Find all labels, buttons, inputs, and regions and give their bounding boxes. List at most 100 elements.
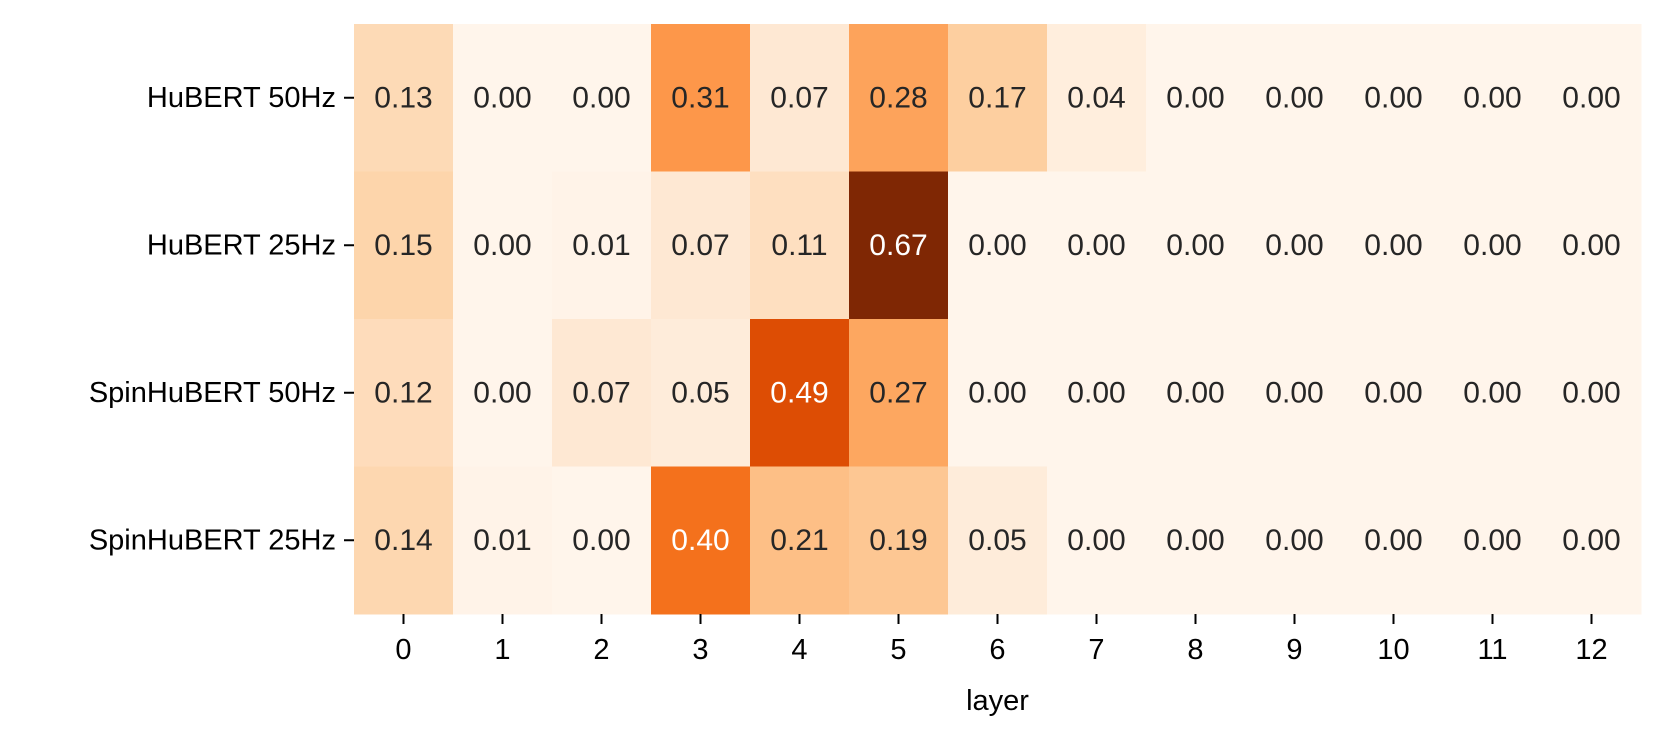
x-tick-label-2: 2: [593, 634, 609, 666]
heatmap-cell-r1-c0: [354, 171, 454, 320]
heatmap-cell-r3-c11: [1443, 466, 1543, 615]
cell-value-label-r0-c8: 0.00: [1166, 81, 1224, 114]
heatmap-cell-r0-c5: [849, 24, 949, 172]
heatmap-cell-r2-c7: [1047, 319, 1147, 467]
cell-value-label-r3-c7: 0.00: [1067, 524, 1125, 557]
heatmap-cell-r3-c5: [849, 466, 949, 615]
x-tick-label-0: 0: [395, 634, 411, 666]
heatmap-cell-r0-c4: [750, 24, 850, 172]
cell-value-label-r3-c4: 0.21: [770, 524, 828, 557]
cell-value-label-r1-c2: 0.01: [572, 229, 630, 262]
cell-value-label-r3-c2: 0.00: [572, 524, 630, 557]
heatmap-cell-r2-c9: [1245, 319, 1345, 467]
x-tick-label-4: 4: [791, 634, 807, 666]
heatmap-cell-r2-c8: [1146, 319, 1246, 467]
cell-value-label-r0-c4: 0.07: [770, 81, 828, 114]
cell-value-label-r2-c7: 0.00: [1067, 376, 1125, 409]
x-tick-label-12: 12: [1575, 634, 1607, 666]
cell-value-label-r0-c2: 0.00: [572, 81, 630, 114]
heatmap-cell-r3-c6: [948, 466, 1048, 615]
heatmap-cell-r1-c1: [453, 171, 553, 320]
heatmap-cell-r2-c6: [948, 319, 1048, 467]
heatmap-cell-r2-c5: [849, 319, 949, 467]
heatmap-cell-r1-c8: [1146, 171, 1246, 320]
y-tick-label-1: HuBERT 25Hz: [147, 229, 336, 261]
heatmap-cell-r2-c3: [651, 319, 751, 467]
cell-value-label-r1-c3: 0.07: [671, 229, 729, 262]
cell-value-label-r0-c6: 0.17: [968, 81, 1026, 114]
heatmap-cell-r3-c1: [453, 466, 553, 615]
cell-value-label-r1-c4: 0.11: [771, 229, 827, 262]
heatmap-cell-r0-c9: [1245, 24, 1345, 172]
cell-value-label-r0-c3: 0.31: [671, 81, 729, 114]
cell-value-label-r3-c10: 0.00: [1364, 524, 1422, 557]
heatmap-cell-r2-c10: [1344, 319, 1444, 467]
cell-value-label-r3-c5: 0.19: [869, 524, 927, 557]
cell-value-label-r2-c0: 0.12: [374, 376, 432, 409]
heatmap-cells: [354, 24, 1642, 615]
heatmap-cell-r1-c6: [948, 171, 1048, 320]
heatmap-cell-r3-c12: [1542, 466, 1642, 615]
cell-value-label-r0-c9: 0.00: [1265, 81, 1323, 114]
x-tick-label-7: 7: [1088, 634, 1104, 666]
x-tick-label-3: 3: [692, 634, 708, 666]
heatmap-cell-r3-c10: [1344, 466, 1444, 615]
heatmap-cell-r0-c8: [1146, 24, 1246, 172]
heatmap-cell-r3-c0: [354, 466, 454, 615]
heatmap-cell-r0-c6: [948, 24, 1048, 172]
x-tick-label-9: 9: [1286, 634, 1302, 666]
cell-value-labels: 0.13 0.00 0.00 0.31 0.07 0.28 0.17 0.04 0.00 0.00…: [374, 81, 1620, 557]
heatmap-cell-r0-c12: [1542, 24, 1642, 172]
heatmap-cell-r1-c11: [1443, 171, 1543, 320]
cell-value-label-r1-c1: 0.00: [473, 229, 531, 262]
cell-value-label-r0-c5: 0.28: [869, 81, 927, 114]
cell-value-label-r2-c8: 0.00: [1166, 376, 1224, 409]
heatmap-cell-r3-c2: [552, 466, 652, 615]
cell-value-label-r3-c6: 0.05: [968, 524, 1026, 557]
heatmap-cell-r1-c12: [1542, 171, 1642, 320]
heatmap-cell-r1-c9: [1245, 171, 1345, 320]
heatmap-cell-r0-c1: [453, 24, 553, 172]
heatmap-cell-r1-c4: [750, 171, 850, 320]
heatmap-cell-r1-c2: [552, 171, 652, 320]
cell-value-label-r2-c3: 0.05: [671, 376, 729, 409]
x-axis: 0 1 2 3 4 5 6 7 8 9 10 11 12: [395, 614, 1608, 666]
cell-value-label-r0-c7: 0.04: [1067, 81, 1125, 114]
cell-value-label-r2-c9: 0.00: [1265, 376, 1323, 409]
x-tick-label-5: 5: [890, 634, 906, 666]
cell-value-label-r1-c7: 0.00: [1067, 229, 1125, 262]
cell-value-label-r2-c10: 0.00: [1364, 376, 1422, 409]
x-axis-label: layer: [966, 685, 1029, 717]
cell-value-label-r2-c2: 0.07: [572, 376, 630, 409]
cell-value-label-r1-c6: 0.00: [968, 229, 1026, 262]
cell-value-label-r3-c3: 0.40: [671, 524, 729, 557]
heatmap-cell-r0-c7: [1047, 24, 1147, 172]
x-tick-label-1: 1: [494, 634, 510, 666]
cell-value-label-r3-c8: 0.00: [1166, 524, 1224, 557]
heatmap-cell-r3-c3: [651, 466, 751, 615]
heatmap-cell-r2-c1: [453, 319, 553, 467]
heatmap-cell-r1-c5: [849, 171, 949, 320]
heatmap-cell-r0-c10: [1344, 24, 1444, 172]
heatmap-cell-r3-c4: [750, 466, 850, 615]
heatmap-cell-r1-c10: [1344, 171, 1444, 320]
cell-value-label-r2-c1: 0.00: [473, 376, 531, 409]
cell-value-label-r1-c12: 0.00: [1562, 229, 1620, 262]
cell-value-label-r2-c12: 0.00: [1562, 376, 1620, 409]
cell-value-label-r0-c0: 0.13: [374, 81, 432, 114]
cell-value-label-r0-c10: 0.00: [1364, 81, 1422, 114]
cell-value-label-r3-c0: 0.14: [374, 524, 432, 557]
heatmap-cell-r3-c8: [1146, 466, 1246, 615]
cell-value-label-r2-c5: 0.27: [869, 376, 927, 409]
cell-value-label-r1-c0: 0.15: [374, 229, 432, 262]
y-axis: HuBERT 50Hz HuBERT 25Hz SpinHuBERT 50Hz Spi…: [89, 82, 354, 556]
cell-value-label-r1-c8: 0.00: [1166, 229, 1224, 262]
heatmap-cell-r1-c3: [651, 171, 751, 320]
y-tick-label-3: SpinHuBERT 25Hz: [89, 524, 336, 556]
heatmap-cell-r2-c4: [750, 319, 850, 467]
cell-value-label-r3-c11: 0.00: [1463, 524, 1521, 557]
heatmap-cell-r2-c12: [1542, 319, 1642, 467]
y-tick-label-0: HuBERT 50Hz: [147, 82, 336, 114]
cell-value-label-r3-c1: 0.01: [473, 524, 531, 557]
cell-value-label-r0-c1: 0.00: [473, 81, 531, 114]
